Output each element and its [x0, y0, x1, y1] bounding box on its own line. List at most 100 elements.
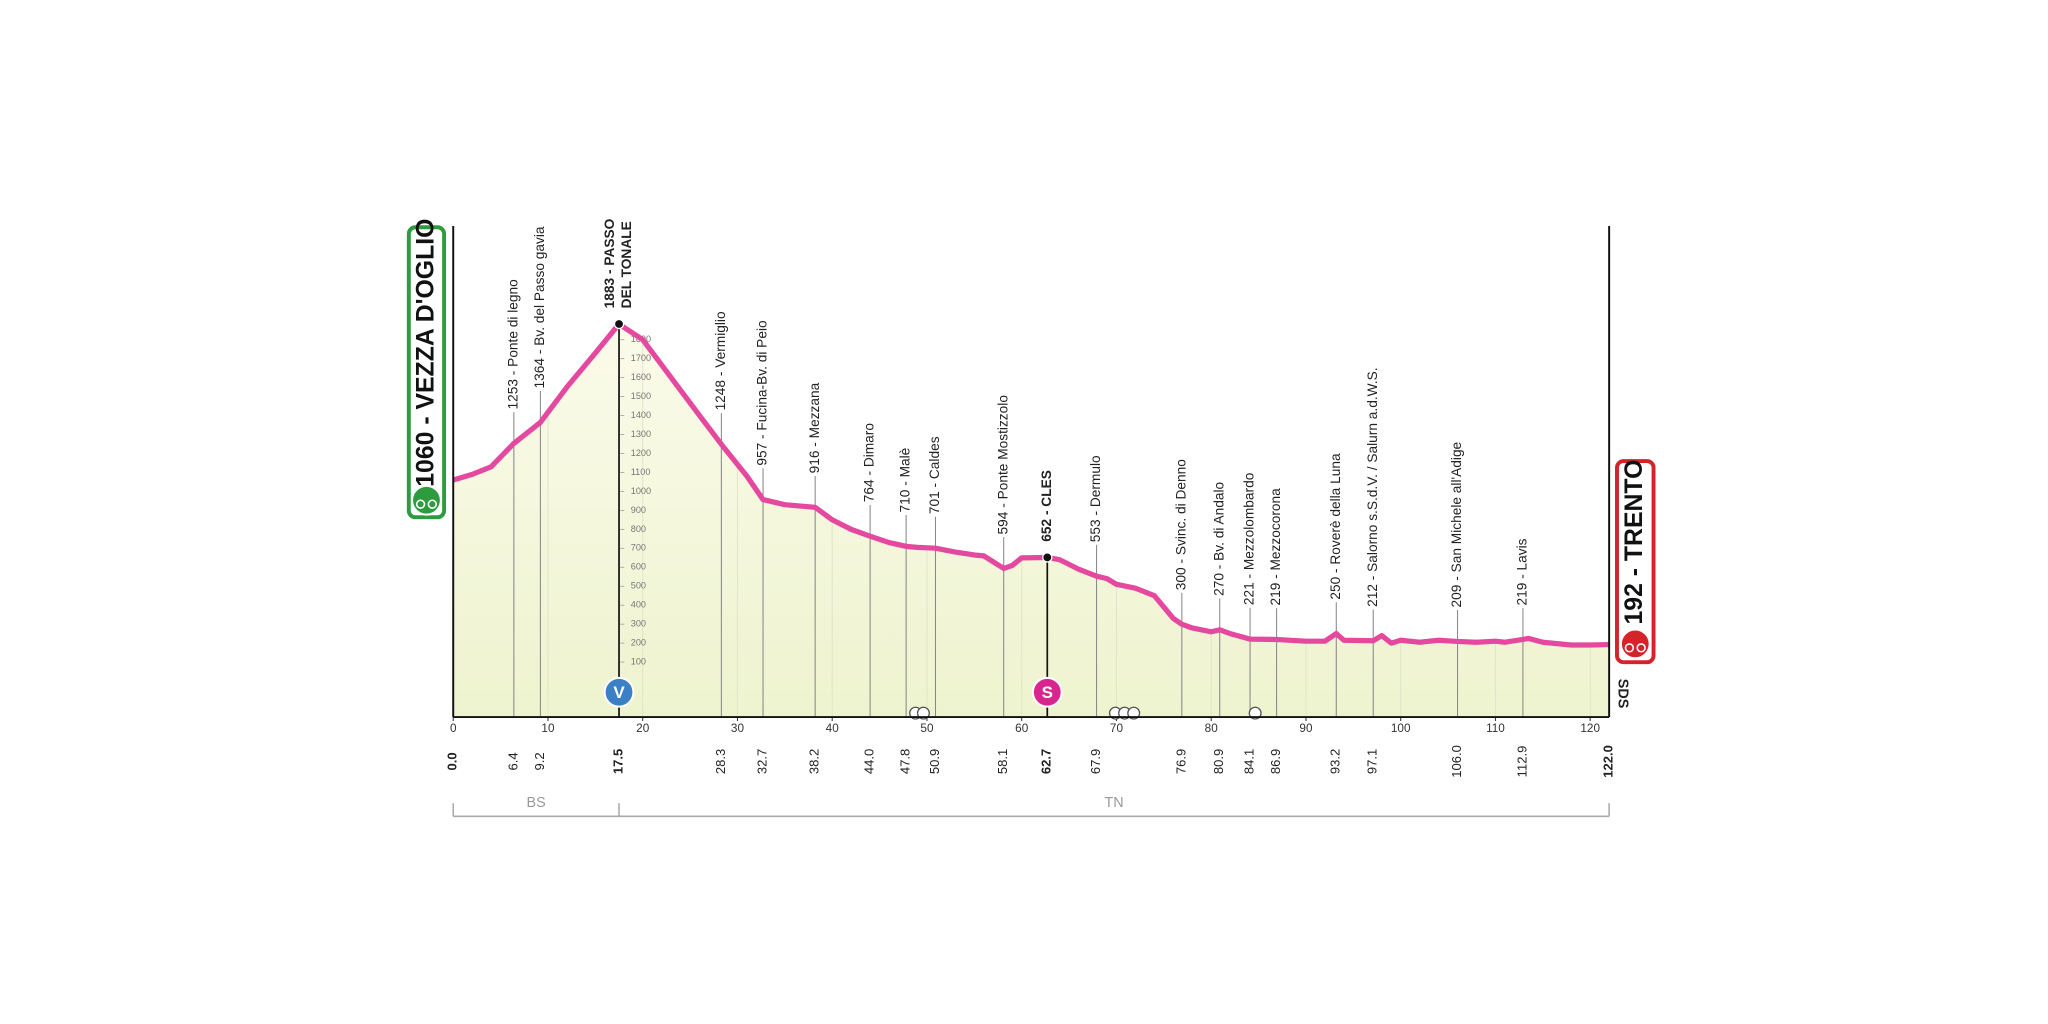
- x-tick-label: 90: [1299, 722, 1313, 735]
- km-label: 122.0: [1601, 745, 1616, 778]
- waypoint-label: 710 - Malè: [898, 447, 913, 512]
- waypoint-label: 221 - Mezzolombardo: [1242, 472, 1257, 605]
- waypoint-label: 270 - Bv. di Andalo: [1211, 481, 1226, 595]
- profile-area: [453, 324, 1610, 718]
- waypoint-label-line: 209 - San Michele all'Adige: [1449, 441, 1464, 607]
- x-tick-label: 40: [826, 722, 840, 735]
- waypoint-label-line: DEL TONALE: [619, 221, 634, 308]
- y-tick-label: 100: [631, 656, 646, 666]
- km-label: 17.5: [610, 749, 625, 774]
- waypoint-label-line: 701 - Caldes: [927, 436, 942, 514]
- y-tick-label: 700: [631, 543, 646, 553]
- km-label: 9.2: [532, 752, 547, 770]
- km-label: 93.2: [1328, 749, 1343, 774]
- km-label: 84.1: [1242, 749, 1257, 774]
- sprint-icon: [1031, 676, 1063, 708]
- km-label: 80.9: [1211, 749, 1226, 774]
- y-tick-label: 1000: [631, 486, 651, 496]
- waypoint-label-line: 300 - Svinc. di Denno: [1173, 459, 1188, 590]
- km-label: 32.7: [755, 749, 770, 774]
- waypoint-label: 250 - Roverè della Luna: [1328, 453, 1343, 600]
- km-label: 44.0: [862, 749, 877, 774]
- waypoint-label-line: 219 - Mezzocorona: [1268, 488, 1283, 606]
- sprint-icon-label: V: [613, 683, 625, 702]
- km-label: 76.9: [1173, 749, 1188, 774]
- waypoint-label-line: 219 - Lavis: [1515, 538, 1530, 605]
- y-tick-label: 800: [631, 524, 646, 534]
- y-tick-label: 200: [631, 638, 646, 648]
- y-tick-label: 300: [631, 619, 646, 629]
- finish-icon-wheel: [1636, 643, 1646, 653]
- start-icon-wheel: [427, 499, 438, 509]
- start-icon: [411, 484, 442, 516]
- finish-icon: [1619, 628, 1651, 660]
- x-tick-label: 100: [1391, 722, 1411, 735]
- km-label: 62.7: [1039, 749, 1054, 774]
- y-tick-label: 1600: [631, 372, 651, 382]
- y-tick-label: 1200: [631, 448, 651, 458]
- y-tick-label: 600: [631, 562, 646, 572]
- waypoint-label: 764 - Dimaro: [862, 423, 877, 503]
- x-tick-label: 10: [541, 722, 555, 735]
- waypoint-label-line: 594 - Ponte Mostizzolo: [995, 395, 1010, 535]
- x-tick-label: 70: [1110, 722, 1124, 735]
- waypoint-label-line: 1253 - Ponte di legno: [505, 279, 520, 410]
- waypoint-label-line: 957 - Fucina-Bv. di Peio: [755, 320, 770, 466]
- start-icon-wheel: [415, 499, 426, 509]
- brand: SDS: [1614, 679, 1630, 709]
- waypoint-label-line: 270 - Bv. di Andalo: [1211, 481, 1226, 595]
- x-tick-label: 20: [636, 722, 650, 735]
- waypoint-label: 916 - Mezzana: [807, 382, 822, 473]
- waypoint-label: 553 - Dermulo: [1088, 455, 1103, 542]
- waypoint-label: 212 - Salorno s.S.d.V. / Salurn a.d.W.S.: [1365, 367, 1380, 606]
- y-tick-label: 1500: [631, 391, 651, 401]
- waypoint-label-line: 764 - Dimaro: [862, 423, 877, 503]
- waypoint-label-line: 916 - Mezzana: [807, 382, 822, 473]
- waypoint-label: 1253 - Ponte di legno: [505, 279, 520, 410]
- waypoint-label: 209 - San Michele all'Adige: [1449, 441, 1464, 607]
- region-label: BS: [527, 795, 546, 811]
- km-label: 86.9: [1268, 749, 1283, 774]
- x-tick-label: 60: [1015, 722, 1029, 735]
- start-label: 1060 - VEZZA D'OGLIO: [413, 219, 440, 487]
- y-tick-label: 500: [631, 581, 646, 591]
- waypoint-label: 1248 - Vermiglio: [713, 311, 728, 410]
- y-tick-label: 1100: [631, 467, 651, 477]
- x-tick-label: 120: [1580, 722, 1600, 735]
- sprint-icon: [603, 676, 635, 708]
- y-tick-label: 900: [631, 505, 646, 515]
- profile-line: [452, 321, 1610, 648]
- waypoint-label: 300 - Svinc. di Denno: [1173, 459, 1188, 590]
- km-label: 112.9: [1514, 746, 1529, 778]
- km-label: 106.0: [1449, 745, 1464, 778]
- km-label: 28.3: [713, 749, 728, 774]
- waypoint-label-line: 212 - Salorno s.S.d.V. / Salurn a.d.W.S.: [1365, 367, 1380, 606]
- finish-icon-wheel: [1624, 643, 1635, 653]
- region-label: TN: [1105, 795, 1124, 811]
- x-tick-label: 50: [920, 722, 934, 735]
- km-label: 6.4: [505, 752, 520, 770]
- km-label: 67.9: [1088, 749, 1103, 774]
- start-box: [406, 225, 447, 520]
- finish-box: [1615, 459, 1656, 665]
- waypoint-label-line: 1883 - PASSO: [602, 218, 617, 308]
- waypoint-label-line: 652 - CLES: [1039, 470, 1054, 542]
- sprint-icon-label: S: [1042, 683, 1053, 702]
- waypoint-label: 652 - CLES: [1039, 470, 1054, 542]
- x-tick-label: 0: [450, 722, 457, 735]
- waypoint-label-line: 710 - Malè: [898, 447, 913, 512]
- x-tick-label: 110: [1486, 722, 1505, 735]
- y-tick-label: 1300: [631, 429, 651, 439]
- km-label: 50.9: [927, 749, 942, 774]
- waypoint-label: 1883 - PASSO DEL TONALE: [602, 218, 634, 308]
- km-label: 0.0: [445, 752, 460, 770]
- summit-dot: [1042, 552, 1053, 563]
- km-label: 38.2: [807, 749, 822, 774]
- waypoint-label-line: 1364 - Bv. del Passo gavia: [532, 226, 547, 388]
- y-tick-label: 400: [631, 600, 646, 610]
- finish-label: 192 - TRENTO: [1621, 460, 1648, 625]
- x-tick-label: 30: [731, 722, 745, 735]
- waypoint-label: 1364 - Bv. del Passo gavia: [532, 226, 547, 388]
- km-label: 47.8: [898, 749, 913, 774]
